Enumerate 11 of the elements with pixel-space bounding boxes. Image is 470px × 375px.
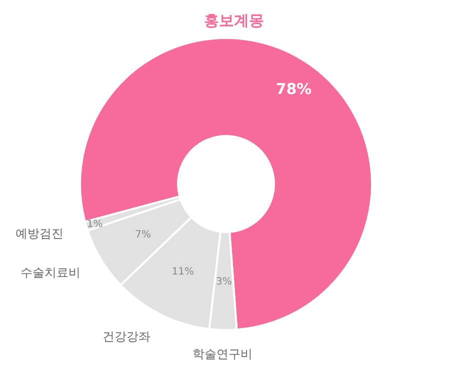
donut-slice — [79, 37, 373, 331]
data-label: 78% — [276, 80, 312, 98]
data-label: 3% — [216, 276, 232, 288]
slice-label: 수술치료비 — [20, 265, 81, 280]
slice-label: 홍보계몽 — [204, 11, 264, 30]
data-label: 11% — [172, 266, 194, 278]
slice-label: 예방검진 — [15, 226, 64, 240]
data-label: 1% — [86, 219, 103, 230]
slice-label: 학술연구비 — [192, 347, 252, 362]
data-label: 7% — [135, 230, 151, 241]
slice-label: 건강강좌 — [102, 329, 150, 344]
